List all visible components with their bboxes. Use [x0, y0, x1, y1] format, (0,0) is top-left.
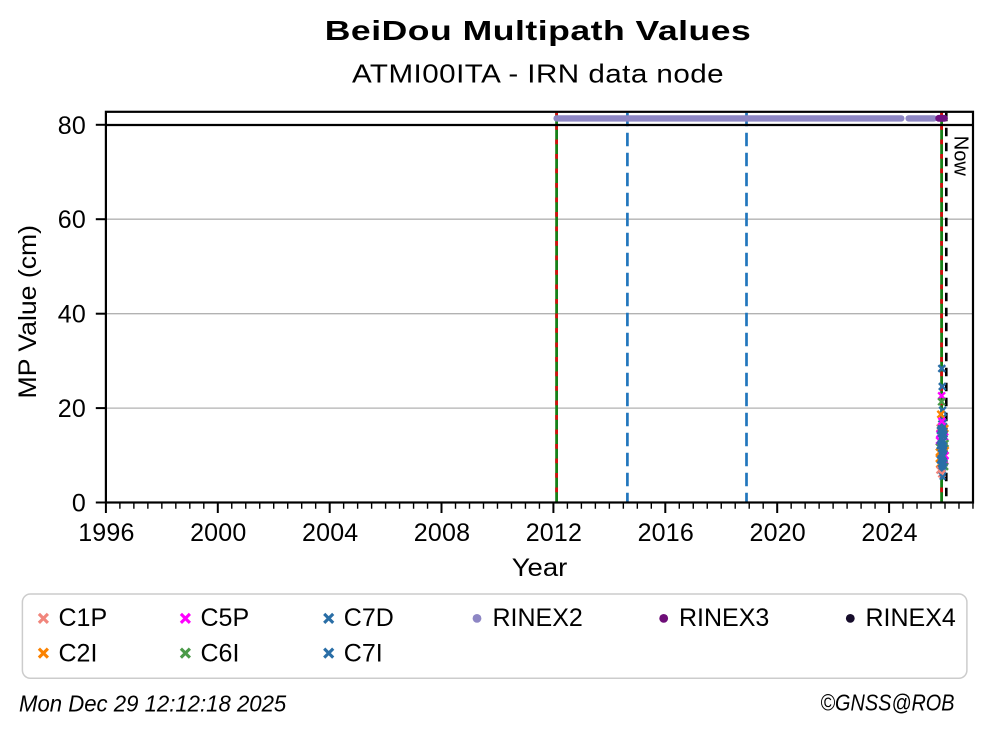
svg-text:C1P: C1P — [59, 604, 108, 632]
svg-text:60: 60 — [58, 206, 86, 234]
svg-text:Mon Dec 29 12:12:18 2025: Mon Dec 29 12:12:18 2025 — [19, 690, 287, 717]
svg-text:MP Value (cm): MP Value (cm) — [15, 225, 42, 399]
svg-text:0: 0 — [72, 490, 86, 518]
svg-text:2016: 2016 — [638, 519, 694, 547]
svg-text:1996: 1996 — [78, 519, 134, 547]
svg-text:40: 40 — [58, 301, 86, 329]
svg-text:20: 20 — [58, 395, 86, 423]
svg-text:C2I: C2I — [59, 640, 98, 668]
svg-text:2024: 2024 — [861, 519, 917, 547]
svg-text:RINEX4: RINEX4 — [866, 604, 956, 632]
svg-text:Now: Now — [950, 136, 972, 177]
svg-text:2020: 2020 — [749, 519, 805, 547]
svg-text:2000: 2000 — [190, 519, 246, 547]
svg-text:2008: 2008 — [414, 519, 470, 547]
svg-text:C7D: C7D — [344, 604, 394, 632]
svg-text:2004: 2004 — [302, 519, 358, 547]
svg-text:C7I: C7I — [344, 640, 383, 668]
svg-text:80: 80 — [58, 112, 86, 140]
svg-text:2012: 2012 — [526, 519, 582, 547]
svg-text:RINEX2: RINEX2 — [493, 604, 583, 632]
svg-text:ATMI00ITA - IRN data node: ATMI00ITA - IRN data node — [352, 59, 724, 88]
svg-text:Year: Year — [512, 553, 568, 582]
svg-text:RINEX3: RINEX3 — [679, 604, 769, 632]
svg-text:C6I: C6I — [201, 640, 240, 668]
svg-text:BeiDou Multipath Values: BeiDou Multipath Values — [325, 15, 752, 46]
svg-text:©GNSS@ROB: ©GNSS@ROB — [820, 689, 954, 716]
svg-text:C5P: C5P — [201, 604, 250, 632]
